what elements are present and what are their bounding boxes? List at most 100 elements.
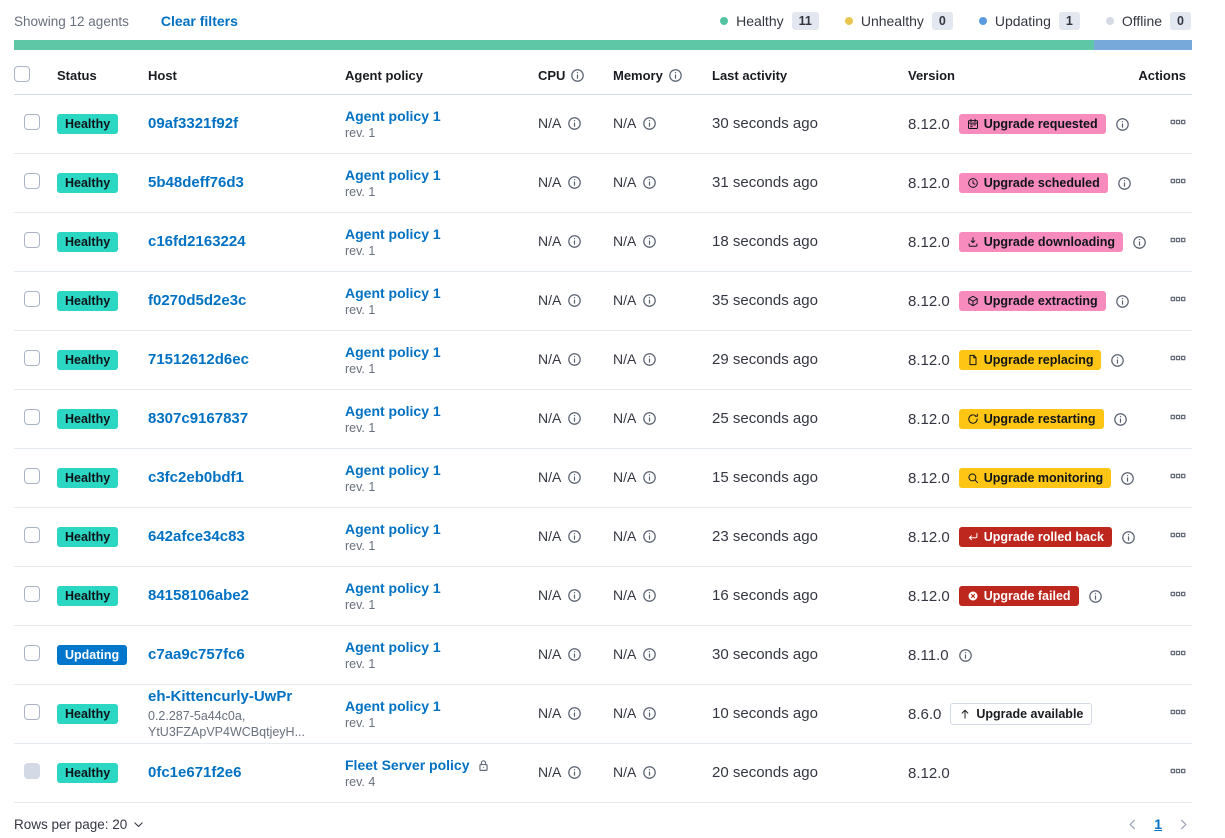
upgrade-info-icon[interactable] — [1120, 471, 1135, 486]
upgrade-info-icon[interactable] — [958, 648, 973, 663]
table-footer: Rows per page: 20 1 — [0, 803, 1225, 832]
memory-info-icon[interactable] — [642, 293, 657, 308]
host-link[interactable]: 0fc1e671f2e6 — [148, 764, 242, 781]
memory-value: N/A — [613, 233, 637, 249]
memory-info-icon[interactable] — [642, 765, 657, 780]
cpu-info-icon[interactable] — [567, 470, 582, 485]
host-link[interactable]: 84158106abe2 — [148, 587, 249, 604]
cpu-info-icon[interactable] — [567, 706, 582, 721]
select-all-checkbox[interactable] — [14, 66, 30, 82]
actions-menu-button[interactable] — [1170, 114, 1186, 130]
cpu-info-icon[interactable] — [567, 588, 582, 603]
row-checkbox[interactable] — [24, 644, 40, 661]
actions-menu-button[interactable] — [1170, 409, 1186, 425]
host-link[interactable]: 8307c9167837 — [148, 410, 249, 427]
cpu-info-icon[interactable] — [567, 765, 582, 780]
actions-menu-button[interactable] — [1170, 350, 1186, 366]
info-icon — [568, 529, 582, 543]
actions-menu-button[interactable] — [1170, 173, 1186, 189]
cpu-info-icon[interactable] — [567, 352, 582, 367]
agent-policy-link[interactable]: Agent policy 1 — [345, 639, 441, 655]
actions-menu-button[interactable] — [1170, 586, 1186, 602]
clear-filters-link[interactable]: Clear filters — [160, 13, 238, 29]
agent-policy-link[interactable]: Agent policy 1 — [345, 580, 441, 596]
upgrade-info-icon[interactable] — [1110, 353, 1125, 368]
actions-menu-button[interactable] — [1170, 468, 1186, 484]
next-page-button[interactable] — [1176, 817, 1191, 832]
memory-info-icon[interactable] — [642, 116, 657, 131]
actions-menu-button[interactable] — [1170, 704, 1186, 720]
memory-info-icon[interactable] — [668, 68, 683, 83]
row-checkbox[interactable] — [24, 585, 40, 602]
agent-policy-link[interactable]: Agent policy 1 — [345, 698, 441, 714]
rows-per-page-button[interactable]: Rows per page: 20 — [14, 817, 145, 832]
row-checkbox[interactable] — [24, 526, 40, 543]
agent-policy-link[interactable]: Agent policy 1 — [345, 344, 441, 360]
actions-menu-button[interactable] — [1170, 291, 1186, 307]
policy-revision: rev. 1 — [345, 598, 376, 612]
memory-info-icon[interactable] — [642, 647, 657, 662]
memory-info-icon[interactable] — [642, 588, 657, 603]
cpu-info-icon[interactable] — [567, 647, 582, 662]
agent-policy-link[interactable]: Agent policy 1 — [345, 521, 441, 537]
actions-menu-button[interactable] — [1170, 527, 1186, 543]
memory-info-icon[interactable] — [642, 234, 657, 249]
previous-page-button[interactable] — [1125, 817, 1140, 832]
host-link[interactable]: 642afce34c83 — [148, 528, 245, 545]
memory-value: N/A — [613, 646, 637, 662]
memory-info-icon[interactable] — [642, 175, 657, 190]
row-checkbox[interactable] — [24, 113, 40, 130]
row-checkbox[interactable] — [24, 172, 40, 189]
upgrade-info-icon[interactable] — [1113, 412, 1128, 427]
host-link[interactable]: 5b48deff76d3 — [148, 174, 244, 191]
agent-policy-link[interactable]: Agent policy 1 — [345, 403, 441, 419]
row-checkbox[interactable] — [24, 703, 40, 720]
cpu-info-icon[interactable] — [570, 68, 585, 83]
agent-policy-link[interactable]: Agent policy 1 — [345, 226, 441, 242]
unhealthy-dot-icon — [844, 17, 853, 25]
agent-policy-link[interactable]: Agent policy 1 — [345, 285, 441, 301]
page-number-button[interactable]: 1 — [1154, 816, 1162, 832]
boxes-horizontal-icon — [1170, 355, 1186, 360]
row-checkbox[interactable] — [24, 349, 40, 366]
cpu-info-icon[interactable] — [567, 175, 582, 190]
host-link[interactable]: 09af3321f92f — [148, 115, 239, 132]
cpu-info-icon[interactable] — [567, 234, 582, 249]
memory-info-icon[interactable] — [642, 411, 657, 426]
legend-count-badge: 11 — [791, 12, 819, 30]
memory-info-icon[interactable] — [642, 470, 657, 485]
policy-revision: rev. 1 — [345, 362, 376, 376]
upgrade-status-badge: Upgrade restarting — [958, 409, 1104, 429]
memory-info-icon[interactable] — [642, 706, 657, 721]
memory-info-icon[interactable] — [642, 529, 657, 544]
host-link[interactable]: 71512612d6ec — [148, 351, 249, 368]
host-link[interactable]: eh-Kittencurly-UwPr — [148, 687, 293, 705]
upgrade-info-icon[interactable] — [1121, 530, 1136, 545]
info-icon — [1113, 412, 1127, 426]
row-checkbox[interactable] — [24, 408, 40, 425]
actions-menu-button[interactable] — [1170, 232, 1186, 248]
cpu-info-icon[interactable] — [567, 529, 582, 544]
upgrade-info-icon[interactable] — [1117, 176, 1132, 191]
host-link[interactable]: c16fd2163224 — [148, 233, 246, 250]
row-checkbox[interactable] — [24, 467, 40, 484]
host-link[interactable]: f0270d5d2e3c — [148, 292, 247, 309]
agent-policy-link[interactable]: Agent policy 1 — [345, 167, 441, 183]
cpu-info-icon[interactable] — [567, 116, 582, 131]
upgrade-info-icon[interactable] — [1088, 589, 1103, 604]
host-link[interactable]: c3fc2eb0bdf1 — [148, 469, 244, 486]
row-checkbox[interactable] — [24, 290, 40, 307]
cpu-info-icon[interactable] — [567, 293, 582, 308]
actions-menu-button[interactable] — [1170, 645, 1186, 661]
cpu-info-icon[interactable] — [567, 411, 582, 426]
agent-policy-link[interactable]: Fleet Server policy — [345, 757, 470, 773]
upgrade-info-icon[interactable] — [1132, 235, 1147, 250]
row-checkbox[interactable] — [24, 231, 40, 248]
host-link[interactable]: c7aa9c757fc6 — [148, 646, 245, 663]
upgrade-info-icon[interactable] — [1115, 294, 1130, 309]
upgrade-info-icon[interactable] — [1115, 117, 1130, 132]
agent-policy-link[interactable]: Agent policy 1 — [345, 108, 441, 124]
agent-policy-link[interactable]: Agent policy 1 — [345, 462, 441, 478]
actions-menu-button[interactable] — [1170, 763, 1186, 779]
memory-info-icon[interactable] — [642, 352, 657, 367]
